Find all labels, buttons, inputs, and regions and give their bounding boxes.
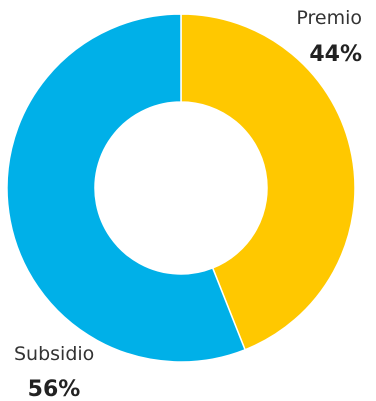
donut-slices xyxy=(6,13,356,363)
slice-label-premio: Premio xyxy=(296,7,362,29)
slice-value-subsidio: 56% xyxy=(28,377,81,401)
slice-label-subsidio: Subsidio xyxy=(14,343,94,365)
donut-slice-premio xyxy=(180,13,356,351)
slice-value-premio: 44% xyxy=(309,42,362,67)
donut-slice-subsidio xyxy=(6,13,247,363)
